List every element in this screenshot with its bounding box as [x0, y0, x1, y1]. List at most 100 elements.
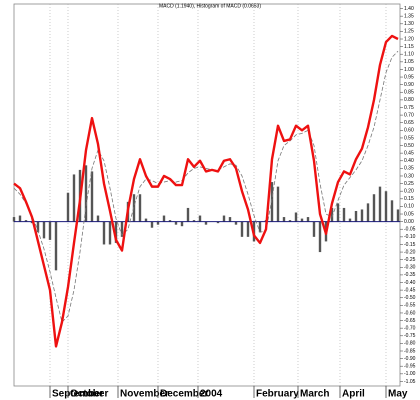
y-tick-label: 0.65: [404, 120, 414, 126]
x-tick-label: December: [160, 389, 208, 400]
histogram-bar: [174, 221, 178, 225]
histogram-bar: [282, 217, 286, 222]
y-tick-label: -0.85: [404, 348, 416, 354]
y-tick-label: -0.65: [404, 318, 416, 324]
histogram-bar: [96, 215, 100, 222]
y-tick-label: -0.75: [404, 333, 416, 339]
y-tick-label: 0.30: [404, 173, 414, 179]
x-tick-label: March: [300, 389, 329, 400]
y-tick-label: -0.15: [404, 242, 416, 248]
histogram-bar: [186, 207, 190, 222]
y-tick-label: 0.15: [404, 196, 414, 202]
histogram-bar: [372, 194, 376, 222]
histogram-bar: [300, 218, 304, 222]
y-tick-label: -0.90: [404, 356, 416, 362]
y-tick-label: 0.70: [404, 112, 414, 118]
histogram-bar: [198, 215, 202, 222]
y-tick-label: -0.40: [404, 280, 416, 286]
x-tick-label: February: [256, 389, 299, 400]
histogram-bar: [162, 215, 166, 222]
histogram-bar: [336, 203, 340, 222]
histogram-bar: [42, 221, 46, 239]
y-tick-label: 0.45: [404, 150, 414, 156]
histogram-bar: [294, 212, 298, 222]
y-tick-label: 1.10: [404, 52, 414, 58]
histogram-bar: [150, 221, 154, 228]
histogram-bar: [378, 186, 382, 222]
histogram-bar: [144, 218, 148, 222]
y-tick-label: 0.85: [404, 90, 414, 96]
histogram-bar: [90, 171, 94, 222]
y-tick-label: -0.70: [404, 325, 416, 331]
y-tick-label: 1.15: [404, 44, 414, 50]
histogram-bar: [120, 221, 124, 237]
histogram-bar: [84, 165, 88, 222]
histogram-bar: [234, 221, 238, 225]
y-tick-label: -0.50: [404, 295, 416, 301]
histogram-bar: [180, 221, 184, 227]
x-tick-label: November: [120, 389, 169, 400]
histogram-bar: [54, 221, 58, 271]
histogram-bar: [102, 221, 106, 245]
histogram-bar: [330, 207, 334, 222]
histogram-bar: [48, 221, 52, 240]
y-tick-label: 0.95: [404, 74, 414, 80]
y-tick-label: 0.60: [404, 128, 414, 134]
y-tick-label: -0.25: [404, 257, 416, 263]
plot-frame: [13, 3, 401, 387]
y-tick-label: 1.05: [404, 59, 414, 65]
y-tick-label: 1.40: [404, 6, 414, 12]
y-tick-label: -0.20: [404, 249, 416, 255]
y-tick-label: 0.50: [404, 143, 414, 149]
histogram-bar: [222, 215, 226, 222]
y-tick-label: 0.00: [404, 219, 414, 225]
y-tick-label: 0.80: [404, 97, 414, 103]
histogram-bar: [246, 221, 250, 237]
histogram-bar: [384, 191, 388, 222]
histogram-bar: [270, 182, 274, 222]
histogram-bar: [390, 200, 394, 222]
histogram-bar: [66, 192, 70, 222]
histogram-bar: [240, 221, 244, 237]
histogram-bar: [216, 221, 220, 224]
y-tick-label: 0.40: [404, 158, 414, 164]
histogram-bar: [108, 221, 112, 245]
y-tick-label: 1.30: [404, 21, 414, 27]
y-tick-label: -0.10: [404, 234, 416, 240]
histogram-bar: [138, 194, 142, 222]
y-tick-label: 0.35: [404, 166, 414, 172]
histogram-bar: [30, 221, 34, 224]
y-tick-label: 1.00: [404, 67, 414, 73]
y-tick-label: -1.00: [404, 371, 416, 377]
y-tick-label: -0.95: [404, 364, 416, 370]
y-tick-label: 0.20: [404, 189, 414, 195]
histogram-bar: [342, 207, 346, 222]
y-tick-label: -0.45: [404, 287, 416, 293]
histogram-bar: [24, 220, 28, 222]
histogram-bar: [156, 221, 160, 225]
histogram-bar: [168, 220, 172, 222]
y-tick-label: -0.80: [404, 341, 416, 347]
y-tick-label: 0.10: [404, 204, 414, 210]
histogram-bar: [366, 203, 370, 222]
signal-line: [13, 50, 399, 323]
y-tick-label: 1.25: [404, 29, 414, 35]
histogram-bar: [12, 217, 16, 222]
histogram-bar: [258, 221, 262, 233]
histogram-bar: [318, 221, 322, 253]
x-tick-label: April: [342, 389, 365, 400]
y-tick-label: 1.35: [404, 14, 414, 20]
histogram-bar: [360, 209, 364, 222]
x-tick-label: 2004: [200, 389, 223, 400]
y-tick-label: 0.55: [404, 135, 414, 141]
histogram-bar: [276, 186, 280, 222]
histogram-bar: [306, 217, 310, 222]
histogram-bar: [396, 209, 400, 222]
macd-line: [13, 34, 399, 348]
histogram-bar: [72, 174, 76, 222]
y-tick-label: -0.30: [404, 265, 416, 271]
y-tick-label: 0.05: [404, 211, 414, 217]
y-tick-label: -1.05: [404, 379, 416, 385]
